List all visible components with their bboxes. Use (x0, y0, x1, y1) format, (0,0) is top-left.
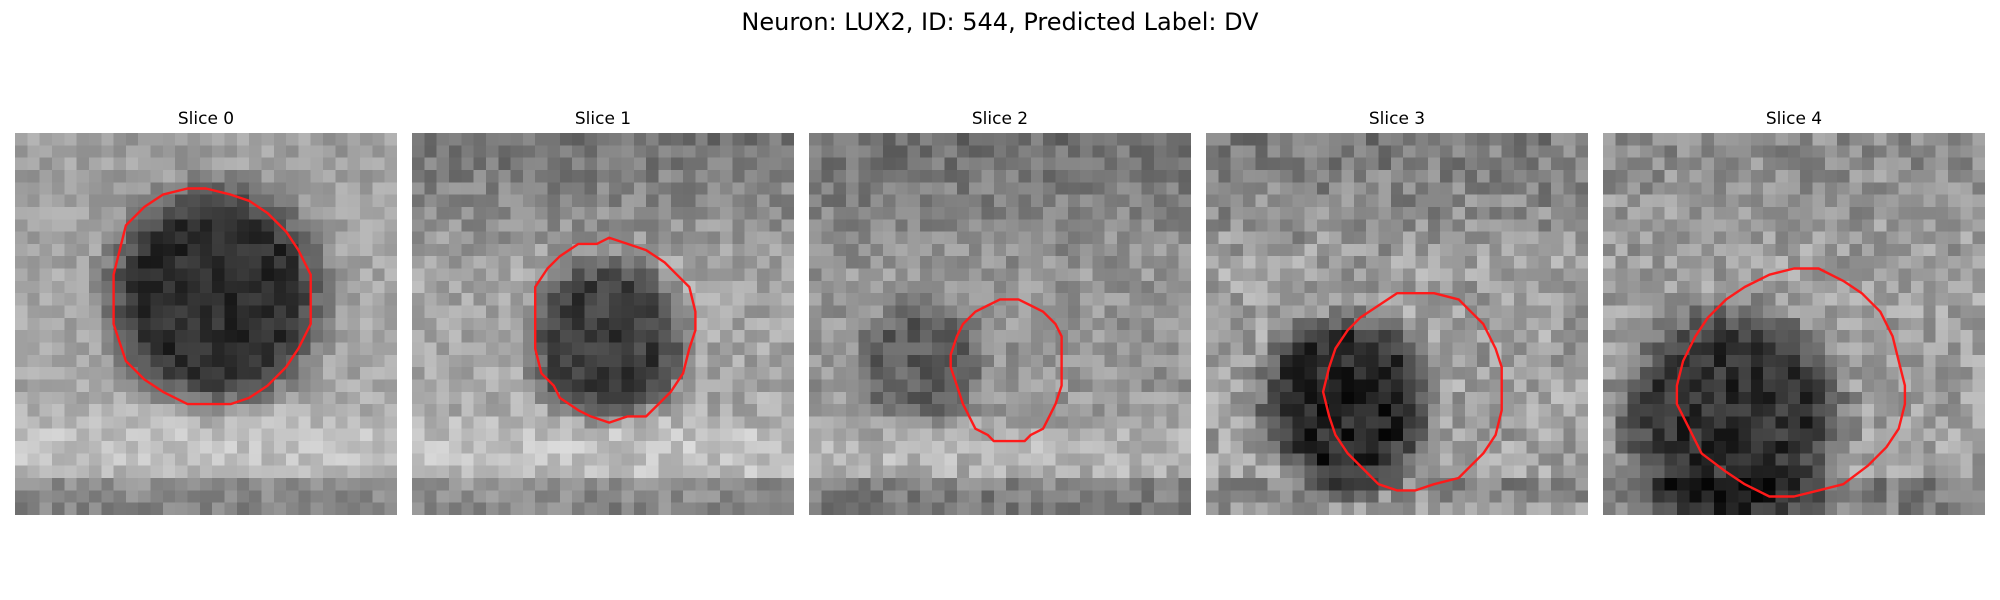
slice-title: Slice 0 (177, 109, 235, 129)
slice-image (809, 133, 1191, 515)
slice-pixels (809, 133, 1191, 515)
slice-panel-1: Slice 1 (412, 107, 794, 515)
slice-title: Slice 4 (1765, 109, 1823, 129)
slice-title: Slice 2 (971, 109, 1029, 129)
slice-image (15, 133, 397, 515)
slice-pixels (1206, 133, 1588, 515)
slice-image (412, 133, 794, 515)
slice-panel-2: Slice 2 (809, 107, 1191, 515)
roi-contour (949, 298, 1063, 443)
roi-contour (533, 236, 697, 424)
slice-title: Slice 1 (574, 109, 632, 129)
slice-panel-3: Slice 3 (1206, 107, 1588, 515)
slice-image (1206, 133, 1588, 515)
slice-pixels (412, 133, 794, 515)
slice-panel-4: Slice 4 (1603, 107, 1985, 515)
slice-image (1603, 133, 1985, 515)
slice-pixels (15, 133, 397, 515)
roi-contour (1675, 267, 1907, 498)
roi-contour (1321, 291, 1503, 492)
slice-panel-0: Slice 0 (15, 107, 397, 515)
slice-pixels (1603, 133, 1985, 515)
roi-contour (112, 187, 312, 406)
slice-title: Slice 3 (1368, 109, 1426, 129)
figure-title: Neuron: LUX2, ID: 544, Predicted Label: … (741, 8, 1259, 36)
